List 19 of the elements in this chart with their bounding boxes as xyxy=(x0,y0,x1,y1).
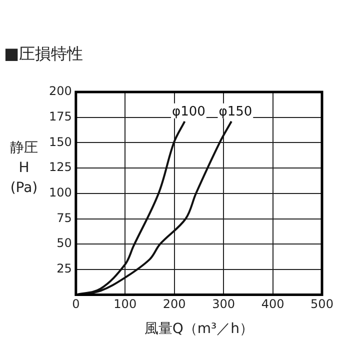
series-label: φ150 xyxy=(218,104,252,120)
y-tick-label: 200 xyxy=(49,84,72,98)
x-tick-label: 100 xyxy=(114,297,137,312)
x-tick-label: 0 xyxy=(72,297,80,312)
y-tick-label: 100 xyxy=(49,186,72,200)
y-tick-label: 150 xyxy=(49,134,72,149)
y-axis-title: 静圧 H (Pa) xyxy=(9,139,39,198)
x-tick-label: 400 xyxy=(261,297,284,312)
y-tick-label: 50 xyxy=(56,236,72,250)
x-tick-label: 500 xyxy=(310,297,334,312)
series-label: φ100 xyxy=(172,104,206,120)
x-tick-label: 300 xyxy=(212,297,236,312)
chart-title: ■圧損特性 xyxy=(4,44,84,65)
x-axis-title: 風量Q（m³／h） xyxy=(144,321,254,338)
y-tick-label: 125 xyxy=(49,160,72,174)
y-tick-label: 25 xyxy=(56,262,72,276)
x-tick-label: 200 xyxy=(162,297,186,312)
y-tick-label: 175 xyxy=(49,109,72,124)
y-tick-label: 75 xyxy=(56,210,72,225)
